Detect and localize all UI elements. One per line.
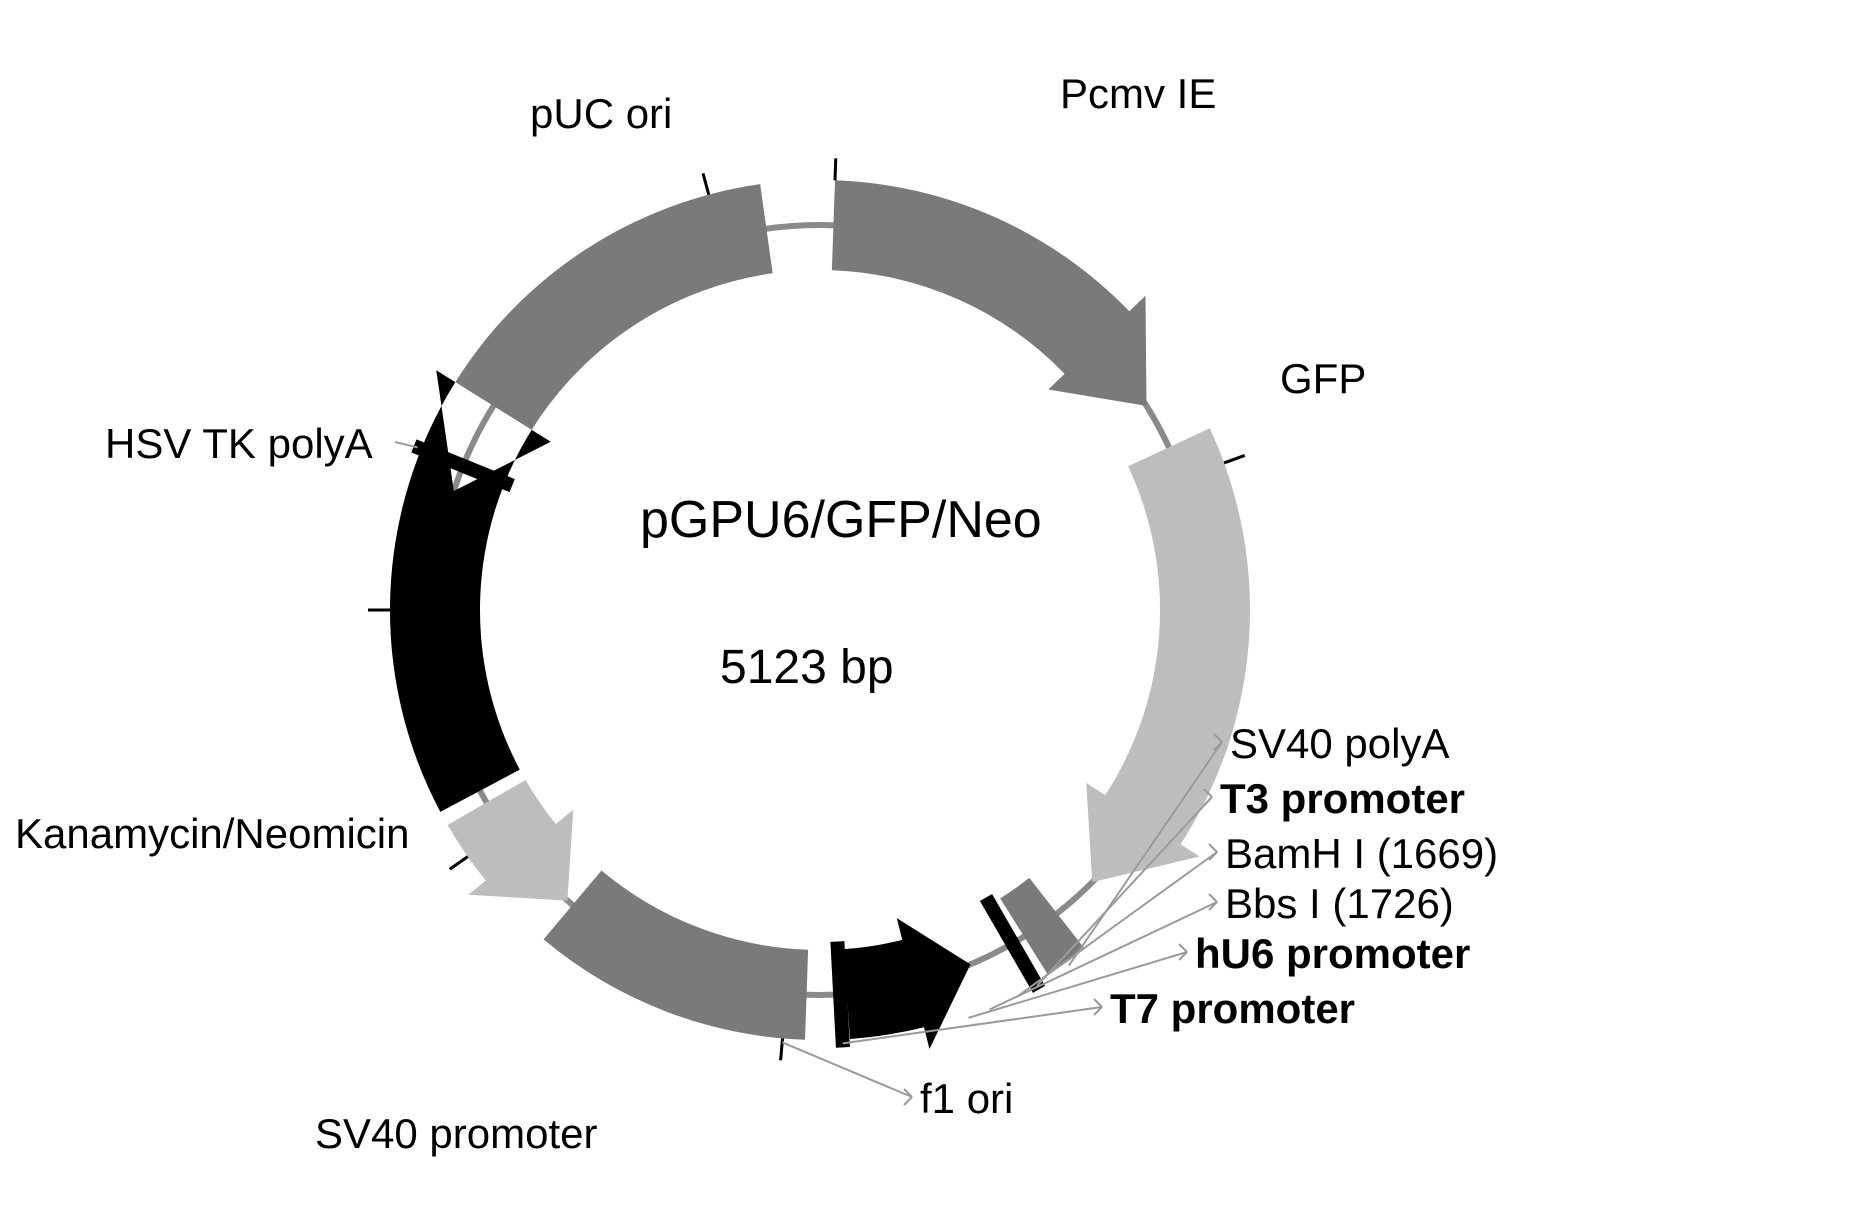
label-hu6-promoter: hU6 promoter <box>1195 930 1470 978</box>
plasmid-size: 5123 bp <box>720 640 894 695</box>
label-puc-ori: pUC ori <box>530 90 672 138</box>
label-kan-neo: Kanamycin/Neomicin <box>15 810 410 858</box>
plasmid-svg <box>0 0 1870 1208</box>
label-sv40-polya: SV40 polyA <box>1230 720 1449 768</box>
label-t3-promoter: T3 promoter <box>1220 775 1465 823</box>
label-sv40-promoter: SV40 promoter <box>315 1110 597 1158</box>
label-t7-promoter: T7 promoter <box>1110 985 1355 1033</box>
label-hsv-tk-polya: HSV TK polyA <box>105 420 373 468</box>
label-pcmv-ie: Pcmv IE <box>1060 70 1216 118</box>
plasmid-map-container: pGPU6/GFP/Neo 5123 bp Pcmv IE GFP SV40 p… <box>0 0 1870 1208</box>
label-f1-ori: f1 ori <box>920 1075 1013 1123</box>
label-bamhi: BamH I (1669) <box>1225 830 1498 878</box>
label-gfp: GFP <box>1280 355 1366 403</box>
label-bbsi: Bbs I (1726) <box>1225 880 1454 928</box>
plasmid-name: pGPU6/GFP/Neo <box>640 490 1042 550</box>
